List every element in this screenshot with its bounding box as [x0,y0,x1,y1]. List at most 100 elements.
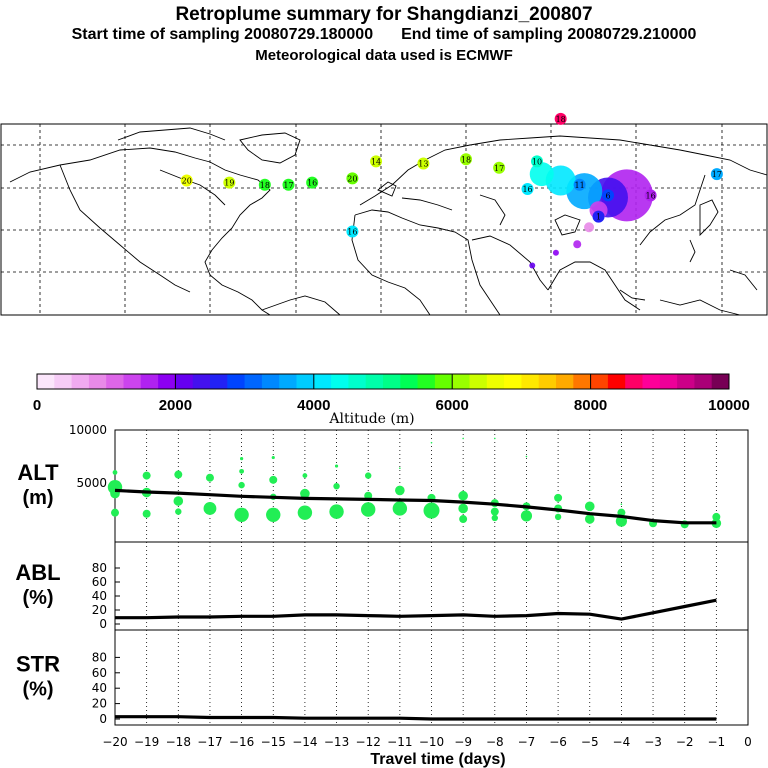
colorbar-swatch [279,374,297,389]
x-tick-label: −7 [518,735,536,749]
colorbar-tick-label: 4000 [297,397,330,414]
plume-day-label: 16 [307,179,317,188]
plume-point [592,210,605,223]
alt-point [520,510,533,522]
colorbar-swatch [538,374,557,389]
colorbar-swatch [261,374,280,389]
alt-point [458,490,468,501]
colorbar-swatch [469,374,488,389]
alt-point [494,437,496,440]
plume-point [346,225,359,238]
altitude-colorbar: 0 2000 4000 6000 8000 10000 Altitude (m) [33,373,750,427]
plume-point [710,168,723,181]
plume-day-label: 18 [461,155,471,164]
plume-day-label: 17 [283,181,293,190]
alt-point [240,457,244,461]
plume-day-label: 16 [522,185,532,194]
alt-point [239,468,245,474]
alt-point [297,505,313,520]
plume-day-label: 17 [712,170,722,179]
plume-day-label: 11 [575,181,585,190]
panel-label: ABL [15,560,60,585]
plume-cloud [573,240,582,249]
map-frame [0,123,768,316]
y-tick-label: 10000 [69,423,107,437]
colorbar-swatch [88,374,107,389]
alt-point [111,508,119,517]
colorbar-swatch [486,374,505,389]
alt-point [430,441,433,444]
y-tick-label: 40 [92,681,107,695]
colorbar-swatch [123,374,142,389]
plume-day-label: 6 [605,191,610,200]
plume-day-label: 17 [494,164,504,173]
plume-day-label: 19 [224,179,234,188]
alt-point [620,503,623,506]
colorbar-swatch [573,374,592,389]
panel-unit-label: (m) [22,487,53,509]
plume-cloud [529,262,536,269]
x-tick-label: −19 [134,735,159,749]
plume-point [370,155,383,168]
alt-point [364,491,373,500]
colorbar-swatch [383,374,401,389]
colorbar-swatch [244,374,263,389]
alt-point [173,496,184,506]
plume-day-label: 16 [347,228,357,237]
plume-point [460,153,472,166]
alt-point [302,473,308,478]
colorbar-tick-label: 8000 [574,397,607,414]
plume-point [282,178,295,191]
plume-point [602,189,614,202]
colorbar-swatch [556,374,574,389]
alt-point [174,470,183,479]
plume-point [417,157,430,170]
colorbar-frame [36,373,730,390]
alt-point [234,507,249,522]
y-tick-label: 40 [92,589,107,603]
alt-point [203,502,217,515]
colorbar-swatch [296,374,315,389]
y-tick-label: 5000 [76,476,107,490]
x-tick-label: −16 [229,735,254,749]
y-tick-label: 60 [92,666,107,680]
x-tick-label: −12 [356,735,381,749]
x-tick-label: 0 [744,735,752,749]
colorbar-swatch [37,374,55,389]
colorbar-swatch [54,374,73,389]
plume-point [258,178,271,191]
y-tick-label: 60 [92,575,107,589]
colorbar-swatch [106,374,124,389]
plume-day-label: 16 [646,191,656,200]
colorbar-swatch [677,374,695,389]
x-tick-label: −14 [292,735,317,749]
y-tick-label: 20 [92,697,107,711]
colorbar-swatch [694,374,713,389]
plume-point [306,176,319,189]
alt-point [361,502,376,517]
alt-point [584,514,595,524]
colorbar-swatch [504,374,522,389]
plume-cloud [584,222,595,233]
x-axis-label: Travel time (days) [370,751,505,768]
colorbar-swatch [711,374,730,389]
alt-point [300,488,310,499]
colorbar-tick-label: 10000 [708,397,750,414]
x-tick-label: −4 [613,735,631,749]
x-tick-label: −13 [324,735,349,749]
plume-day-label: 13 [418,160,428,169]
colorbar-swatch [659,374,678,389]
x-tick-label: −2 [676,735,694,749]
x-tick-label: −1 [707,735,725,749]
colorbar-swatch [365,374,384,389]
colorbar-tick-label: 2000 [159,397,192,414]
plume-day-label: 14 [371,157,381,166]
plume-point [573,178,586,191]
alt-point [329,504,344,519]
end-time-label: End time of sampling 20080729.210000 [401,26,697,43]
panel-unit-label: (%) [22,587,53,609]
colorbar-swatch [175,374,194,389]
